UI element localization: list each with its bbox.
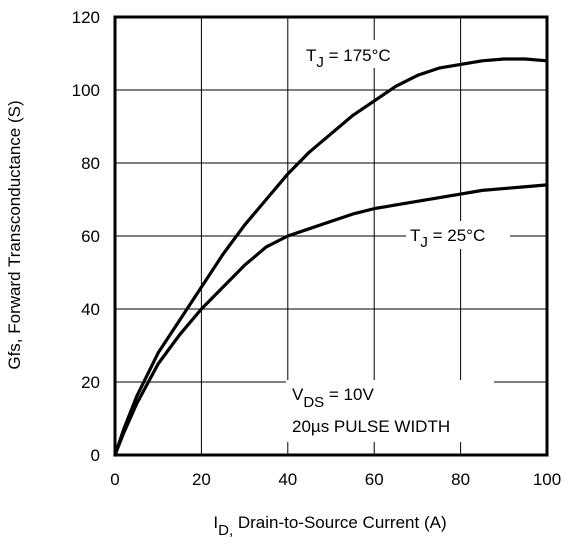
label-test-conditions: VDS = 10V 20µs PULSE WIDTH [286, 380, 494, 442]
series-layer [113, 57, 549, 457]
x-axis-title-sub: D, [218, 522, 233, 539]
label-tj-25: TJ = 25°C [406, 221, 510, 251]
series-line-tj-25 [113, 183, 549, 457]
svg-text:VDS = 10V: VDS = 10V [292, 385, 374, 411]
x-tick-label: 20 [192, 470, 211, 489]
plot-frame [113, 15, 549, 457]
y-tick-label: 20 [81, 373, 100, 392]
label-tj-175-rest: = 175°C [324, 46, 391, 65]
y-tick-label: 100 [72, 81, 100, 100]
y-tick-label: 60 [81, 227, 100, 246]
x-tick-labels: 0 20 40 60 80 100 [110, 470, 561, 489]
x-axis-title-main: I [213, 513, 218, 532]
x-axis-title-rest: Drain-to-Source Current (A) [233, 513, 447, 532]
label-tj-25-main: T [410, 226, 420, 245]
label-vds-main: V [292, 385, 304, 404]
svg-text:TJ = 25°C: TJ = 25°C [410, 226, 485, 251]
y-tick-labels: 0 20 40 60 80 100 120 [72, 8, 100, 465]
y-tick-label: 40 [81, 300, 100, 319]
x-tick-label: 60 [365, 470, 384, 489]
y-axis-title: Gfs, Forward Transconductance (S) [5, 100, 24, 369]
label-tj-25-sub: J [420, 234, 428, 251]
x-axis-title: ID, Drain-to-Source Current (A) [213, 513, 446, 539]
x-tick-label: 40 [278, 470, 297, 489]
label-vds-sub: DS [303, 394, 324, 411]
series-line-tj-175 [113, 57, 549, 457]
y-tick-label: 0 [91, 446, 100, 465]
label-pulse-width: 20µs PULSE WIDTH [292, 417, 450, 436]
x-tick-label: 0 [110, 470, 119, 489]
x-tick-label: 100 [533, 470, 561, 489]
y-tick-label: 120 [72, 8, 100, 27]
label-tj-175: TJ = 175°C [300, 40, 420, 71]
x-tick-label: 80 [451, 470, 470, 489]
label-tj-25-rest: = 25°C [428, 226, 485, 245]
label-tj-175-sub: J [316, 54, 324, 71]
svg-text:TJ = 175°C: TJ = 175°C [306, 46, 391, 71]
label-vds-rest: = 10V [324, 385, 374, 404]
y-tick-label: 80 [81, 154, 100, 173]
label-tj-175-main: T [306, 46, 316, 65]
